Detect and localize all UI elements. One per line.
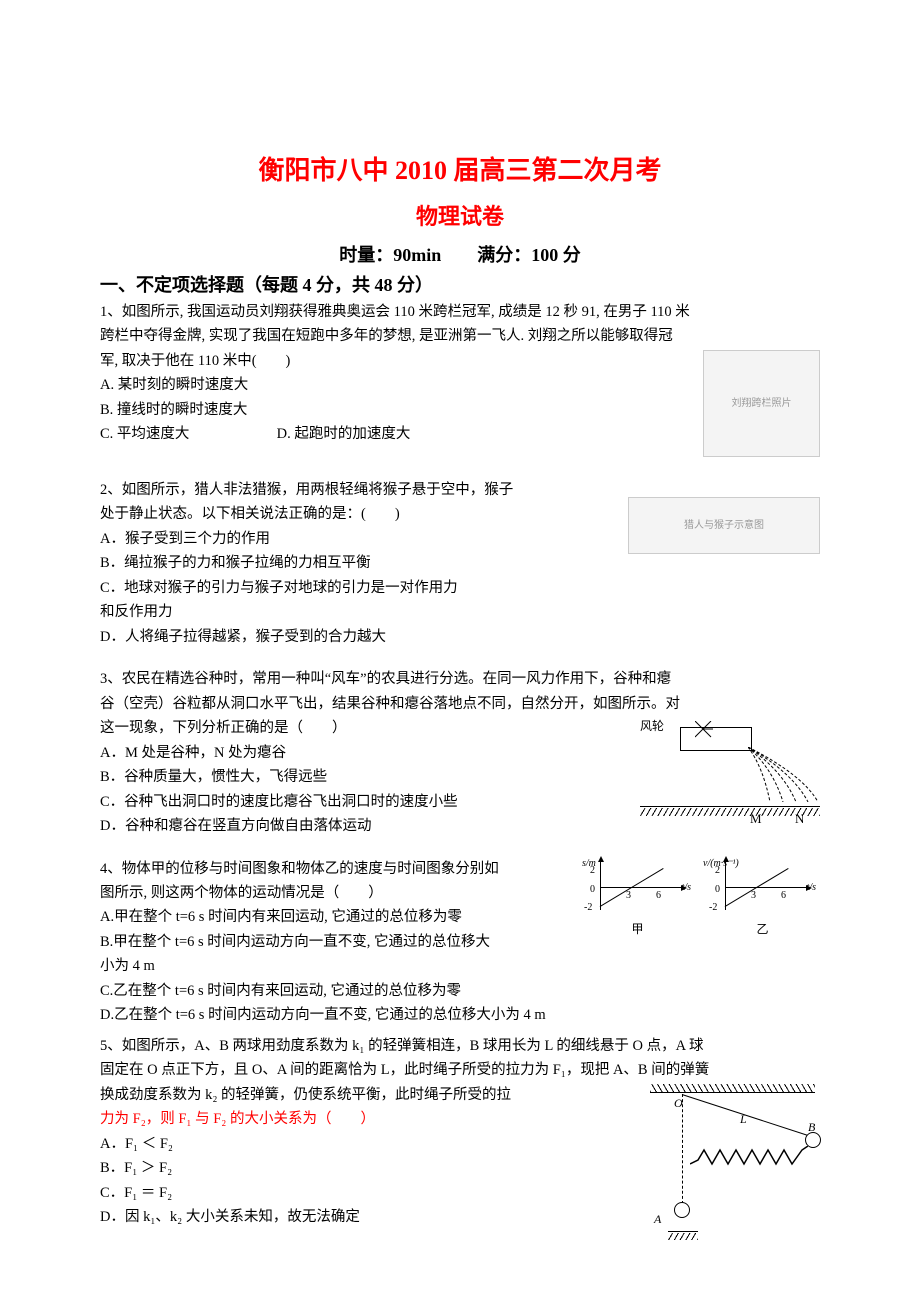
q5-label-a: A xyxy=(654,1210,661,1229)
q1-option-c: C. 平均速度大 xyxy=(100,426,189,442)
q5-ball-a xyxy=(674,1202,690,1218)
q4-c2-caption: 乙 xyxy=(705,920,820,939)
q1-figure: 刘翔跨栏照片 xyxy=(703,350,820,457)
q4-option-b-line2: 小为 4 m xyxy=(100,955,820,977)
q3-label-n: N xyxy=(795,809,804,829)
q4-chart-yi: v/(m·s⁻¹) t/s 2 0 -2 3 6 乙 xyxy=(705,858,820,939)
q4-c1-ytick-n2: -2 xyxy=(584,900,592,916)
q4-c2-ytick-2: 2 xyxy=(715,863,720,879)
question-2: 猎人与猴子示意图 2、如图所示，猎人非法猎猴，用两根轻绳将猴子悬于空中，猴子 处… xyxy=(100,479,820,650)
q2-option-c-line1: C．地球对猴子的引力与猴子对地球的引力是一对作用力 xyxy=(100,577,820,599)
q3-figure: 风轮 xyxy=(640,717,820,827)
q5-stem-line1: 5、如图所示，A、B 两球用劲度系数为 k₁ 的轻弹簧相连，B 球用长为 L 的… xyxy=(100,1035,820,1057)
q5-ground-hatch xyxy=(668,1233,698,1240)
q2-option-b: B．绳拉猴子的力和猴子拉绳的力相互平衡 xyxy=(100,552,820,574)
q5-ceiling-line xyxy=(650,1092,815,1093)
hunter-monkey-diagram: 猎人与猴子示意图 xyxy=(628,497,820,554)
q4-c2-ytick-n2: -2 xyxy=(709,900,717,916)
q4-c2-ytick-0: 0 xyxy=(715,882,720,898)
exam-meta: 时量：90min 满分：100 分 xyxy=(100,241,820,267)
q4-c1-caption: 甲 xyxy=(580,920,695,939)
q1-stem-line1: 1、如图所示, 我国运动员刘翔获得雅典奥运会 110 米跨栏冠军, 成绩是 12… xyxy=(100,301,820,323)
q3-ground-line xyxy=(640,806,820,807)
q1-option-d: D. 起跑时的加速度大 xyxy=(277,426,411,442)
q3-label-m: M xyxy=(750,809,762,829)
q5-ceiling-hatch xyxy=(650,1084,815,1092)
q5-stem-line2: 固定在 O 点正下方，且 O、A 间的距离恰为 L，此时绳子所受的拉力为 F₁，… xyxy=(100,1059,820,1081)
athlete-photo: 刘翔跨栏照片 xyxy=(703,350,820,457)
question-5: 5、如图所示，A、B 两球用劲度系数为 k₁ 的轻弹簧相连，B 球用长为 L 的… xyxy=(100,1035,820,1234)
q4-chart-jia: s/m t/s 2 0 -2 3 6 甲 xyxy=(580,858,695,939)
q4-option-d: D.乙在整个 t=6 s 时间内运动方向一直不变, 它通过的总位移大小为 4 m xyxy=(100,1004,820,1026)
question-3: 3、农民在精选谷种时，常用一种叫“风车”的农具进行分选。在同一风力作用下，谷种和… xyxy=(100,668,820,839)
q3-stem-line1: 3、农民在精选谷种时，常用一种叫“风车”的农具进行分选。在同一风力作用下，谷种和… xyxy=(100,668,820,690)
q5-figure: O L B A xyxy=(630,1084,820,1234)
q2-figure: 猎人与猴子示意图 xyxy=(628,497,820,554)
wheel-icon xyxy=(695,721,725,739)
q3-stem-line2: 谷（空壳）谷粒都从洞口水平飞出，结果谷种和瘪谷落地点不同，自然分开，如图所示。对 xyxy=(100,693,820,715)
section-1-heading: 一、不定项选择题（每题 4 分，共 48 分） xyxy=(100,271,820,297)
q3-ground-hatch xyxy=(640,808,820,816)
question-1: 1、如图所示, 我国运动员刘翔获得雅典奥运会 110 米跨栏冠军, 成绩是 12… xyxy=(100,301,820,461)
q4-c1-xtick-6: 6 xyxy=(656,888,661,904)
q2-option-d: D．人将绳子拉得越紧，猴子受到的合力越大 xyxy=(100,626,820,648)
spring-icon xyxy=(690,1146,808,1166)
q3-wheel-label: 风轮 xyxy=(640,717,664,736)
q3-trajectories xyxy=(748,747,818,802)
q4-figure: s/m t/s 2 0 -2 3 6 甲 xyxy=(580,858,820,939)
title-main: 衡阳市八中 2010 届高三第二次月考 xyxy=(100,150,820,187)
q4-c1-ytick-2: 2 xyxy=(590,863,595,879)
q5-label-l: L xyxy=(740,1110,747,1129)
q5-label-b: B xyxy=(808,1118,815,1137)
q5-ground-line xyxy=(668,1231,698,1232)
q1-stem-line2: 跨栏中夺得金牌, 实现了我国在短跑中多年的梦想, 是亚洲第一飞人. 刘翔之所以能… xyxy=(100,325,820,347)
title-sub: 物理试卷 xyxy=(100,199,820,231)
q4-c1-ytick-0: 0 xyxy=(590,882,595,898)
q4-c2-ylabel: v/(m·s⁻¹) xyxy=(703,856,739,872)
q5-vertical-dash xyxy=(682,1094,683,1204)
q4-option-c: C.乙在整个 t=6 s 时间内有来回运动, 它通过的总位移为零 xyxy=(100,980,820,1002)
question-4: s/m t/s 2 0 -2 3 6 甲 xyxy=(100,858,820,1029)
q4-c2-xtick-6: 6 xyxy=(781,888,786,904)
q2-option-c-line2: 和反作用力 xyxy=(100,601,820,623)
